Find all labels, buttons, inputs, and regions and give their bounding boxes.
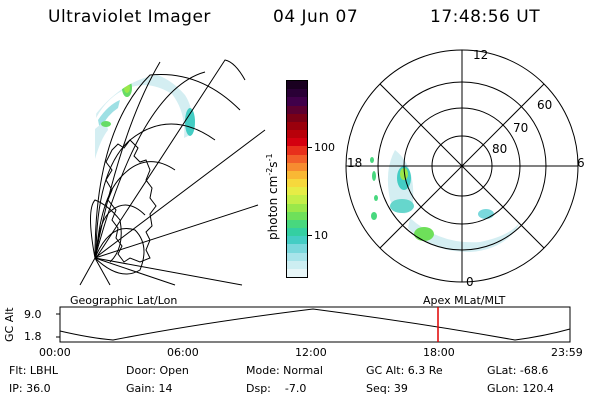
colorbar-tick-100 (308, 147, 312, 148)
time-tick-0600: 06:00 (167, 346, 199, 359)
altitude-curve (59, 308, 571, 341)
colorbar-band (287, 81, 307, 90)
coastline (105, 139, 157, 263)
colorbar-band (287, 203, 307, 212)
status-glon: GLon: 120.4 (487, 382, 554, 395)
geographic-title: Geographic Lat/Lon (70, 294, 178, 307)
mlt-label-6: 6 (577, 156, 585, 170)
colorbar-band (287, 121, 307, 131)
lat-label-80: 80 (492, 142, 508, 156)
status-filter: Flt: LBHL (9, 364, 58, 377)
instrument-title: Ultraviolet Imager (48, 7, 211, 27)
mlt-label-0: 0 (466, 275, 474, 289)
status-ip: IP: 36.0 (9, 382, 51, 395)
colorbar-band (287, 130, 307, 139)
colorbar-band (287, 260, 307, 269)
lat-label-60: 60 (537, 98, 553, 112)
geo-grid-lines (79, 59, 266, 286)
status-seq: Seq: 39 (366, 382, 408, 395)
colorbar-tick-label-100: 100 (314, 141, 335, 154)
colorbar-band (287, 211, 307, 220)
altitude-tick-high: 9.0 (24, 308, 42, 321)
date-label: 04 Jun 07 (273, 7, 359, 27)
colorbar-band (287, 195, 307, 204)
status-door: Door: Open (126, 364, 189, 377)
time-label: 17:48:56 UT (430, 7, 541, 27)
time-tick-1200: 12:00 (295, 346, 327, 359)
status-gc-alt: GC Alt: 6.3 Re (366, 364, 443, 377)
altitude-tick-low: 1.8 (24, 330, 42, 343)
lat-label-70: 70 (513, 121, 529, 135)
colorbar-band (287, 179, 307, 188)
colorbar-band (287, 268, 307, 278)
colorbar-band (287, 89, 307, 98)
colorbar-band (287, 154, 307, 163)
altitude-plot-frame (59, 306, 571, 343)
status-dsp: Dsp: -7.0 (246, 382, 307, 395)
colorbar-band (287, 228, 307, 237)
mlt-label-12: 12 (473, 48, 489, 62)
time-tick-1800: 18:00 (423, 346, 455, 359)
time-tick-0000: 00:00 (39, 346, 71, 359)
apex-title: Apex MLat/MLT (423, 294, 506, 307)
mlt-label-18: 18 (347, 156, 363, 170)
colorbar-band (287, 187, 307, 196)
colorbar-tick-label-10: 10 (314, 229, 328, 242)
status-gain: Gain: 14 (126, 382, 173, 395)
colorbar-band (287, 162, 307, 171)
colorbar-band (287, 105, 307, 114)
colorbar (286, 80, 308, 278)
status-glat: GLat: -68.6 (487, 364, 549, 377)
colorbar-band (287, 170, 307, 180)
time-tick-2359: 23:59 (551, 346, 583, 359)
polar-grid (345, 49, 579, 283)
colorbar-tick-10 (308, 235, 312, 236)
colorbar-band (287, 219, 307, 229)
colorbar-band (287, 97, 307, 106)
colorbar-band (287, 113, 307, 122)
status-mode: Mode: Normal (246, 364, 323, 377)
colorbar-band (287, 138, 307, 147)
colorbar-band (287, 244, 307, 253)
colorbar-band (287, 236, 307, 245)
colorbar-band (287, 146, 307, 155)
colorbar-band (287, 252, 307, 261)
